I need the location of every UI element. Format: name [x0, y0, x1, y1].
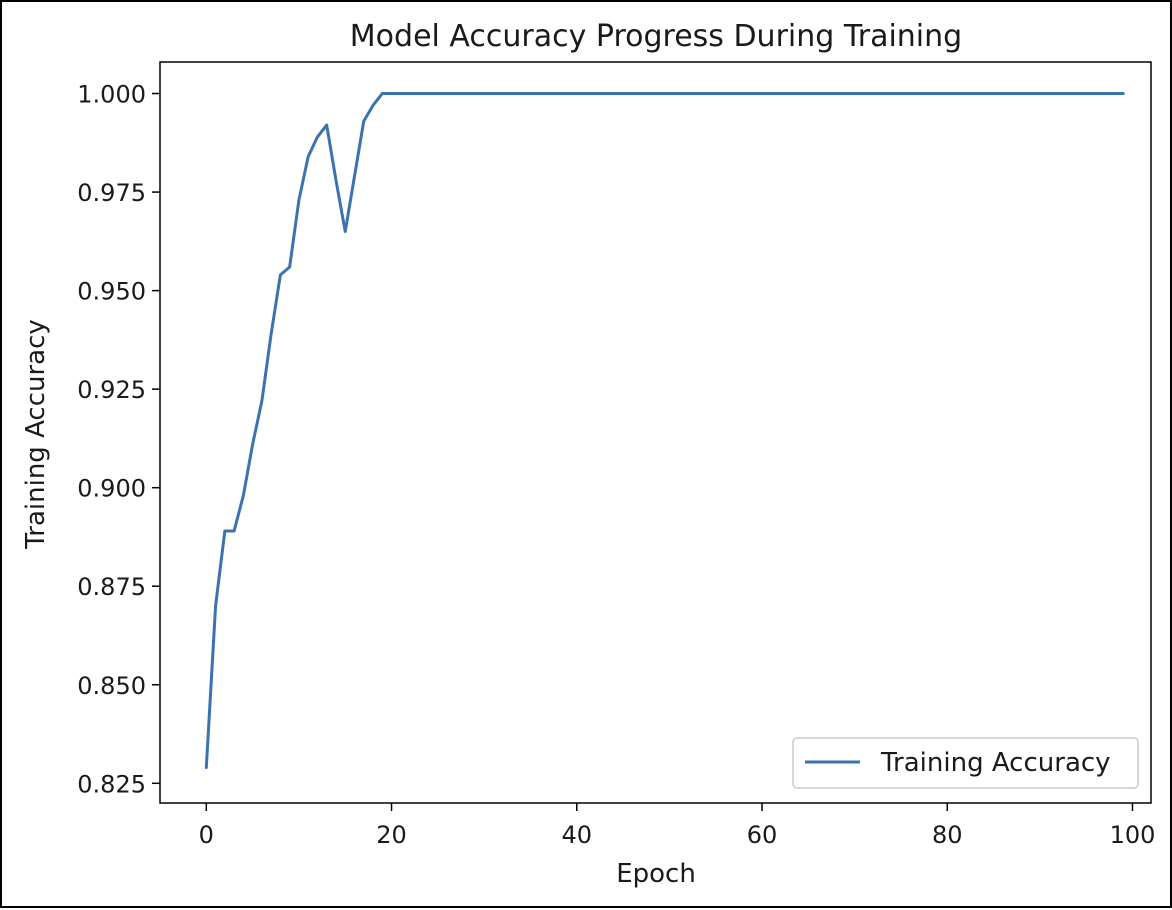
y-tick-label: 1.000 [77, 81, 146, 109]
legend: Training Accuracy [792, 737, 1139, 789]
chart-title: Model Accuracy Progress During Training [350, 19, 962, 54]
x-axis-ticks: 0 20 40 60 80 100 [199, 803, 1156, 849]
x-tick-label: 20 [376, 821, 407, 849]
y-axis-label: Training Accuracy [21, 319, 51, 550]
x-axis-label: Epoch [616, 859, 696, 889]
x-tick-label: 0 [199, 821, 214, 849]
x-tick-label: 80 [932, 821, 963, 849]
y-tick-label: 0.975 [77, 179, 146, 207]
y-tick-label: 0.900 [77, 475, 146, 503]
y-tick-label: 0.825 [77, 770, 146, 798]
legend-box [792, 737, 1139, 789]
y-tick-label: 0.875 [77, 573, 146, 601]
x-tick-label: 100 [1110, 821, 1156, 849]
y-tick-label: 0.850 [77, 672, 146, 700]
series-line-0 [204, 92, 1125, 770]
plot-area-frame [159, 61, 1152, 804]
y-tick-label: 0.950 [77, 278, 146, 306]
series-group [204, 92, 1125, 770]
x-tick-label: 60 [747, 821, 778, 849]
y-axis-ticks: 0.825 0.850 0.875 0.900 0.925 0.950 0.975 1.000 [77, 81, 160, 798]
y-tick-label: 0.925 [77, 376, 146, 404]
x-tick-label: 40 [562, 821, 593, 849]
legend-label: Training Accuracy [880, 748, 1111, 778]
